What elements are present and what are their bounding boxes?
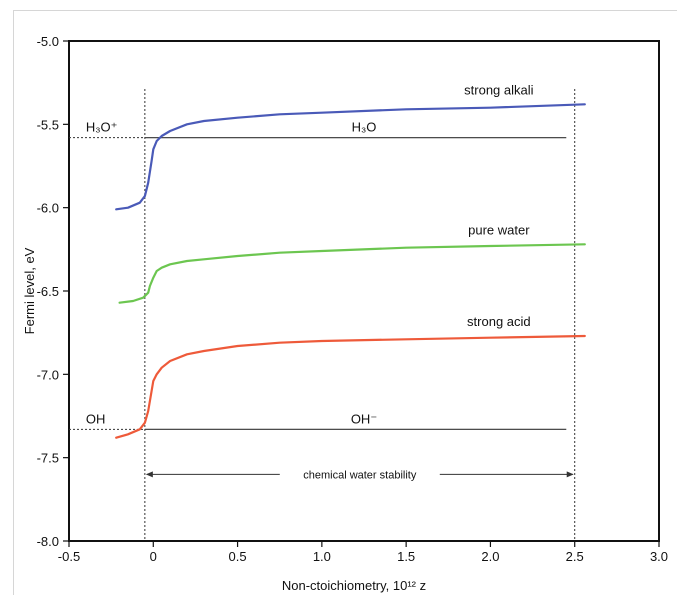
- y-tick-label: -7.5: [37, 451, 59, 466]
- y-tick-label: -6.5: [37, 284, 59, 299]
- reference-label-left: OH: [86, 411, 106, 426]
- series-label: strong acid: [467, 314, 531, 329]
- fermi-level-chart: -0.5 0 0.5 1.0 1.5 2.0 2.5 3.0 -5.0 -5.5 -6.0 -6.5 -…: [22, 34, 668, 593]
- x-tick-label: 0.5: [229, 549, 247, 564]
- range-arrow-left: [145, 471, 153, 478]
- plot-area-border: [68, 40, 660, 542]
- series-line-strong-acid: [115, 334, 586, 439]
- reference-label-mid: OH⁻: [351, 411, 377, 426]
- x-tick-label: 0: [150, 549, 157, 564]
- x-tick-label: 2.5: [566, 549, 584, 564]
- reference-label-left: H₃O⁺: [86, 120, 118, 135]
- series-label: strong alkali: [464, 82, 533, 97]
- x-tick-label: 2.0: [481, 549, 499, 564]
- x-tick-label: 1.5: [397, 549, 415, 564]
- reference-label-mid: H₃O: [352, 120, 377, 135]
- series-label: pure water: [468, 222, 530, 237]
- figure-frame: -0.5 0 0.5 1.0 1.5 2.0 2.5 3.0 -5.0 -5.5 -6.0 -6.5 -…: [13, 10, 677, 595]
- y-tick-label: -5.0: [37, 34, 59, 49]
- y-tick-label: -6.0: [37, 201, 59, 216]
- x-tick-label: 3.0: [650, 549, 668, 564]
- y-tick-label: -5.5: [37, 117, 59, 132]
- y-axis-title: Fermi level, eV: [22, 247, 37, 334]
- y-tick-label: -7.0: [37, 367, 59, 382]
- x-tick-label: 1.0: [313, 549, 331, 564]
- y-tick-label: -8.0: [37, 534, 59, 549]
- range-arrow-right: [566, 471, 574, 478]
- series-line-strong-alkali: [115, 103, 586, 211]
- series-line-pure-water: [118, 243, 586, 304]
- x-tick-label: -0.5: [58, 549, 80, 564]
- x-axis-title: Non-ctoichiometry, 10¹² z: [282, 578, 426, 593]
- range-annotation-label: chemical water stability: [303, 469, 417, 481]
